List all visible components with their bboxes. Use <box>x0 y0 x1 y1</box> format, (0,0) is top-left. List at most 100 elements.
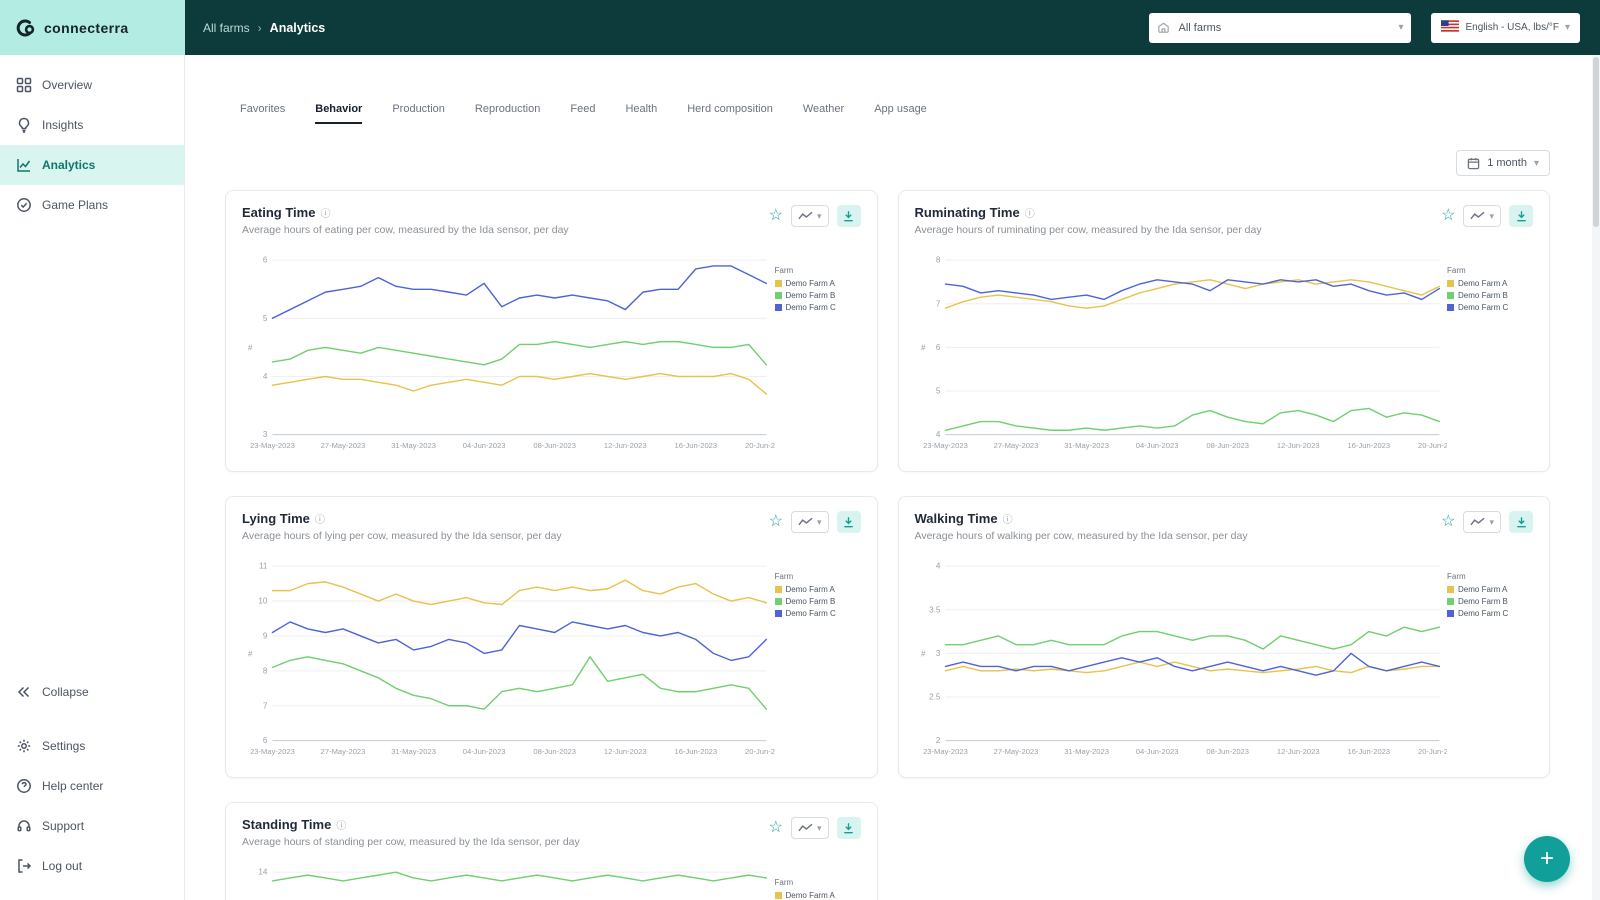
download-icon <box>842 516 855 529</box>
export-chart-button[interactable] <box>837 511 861 533</box>
svg-text:11: 11 <box>259 562 268 571</box>
svg-text:04-Jun-2023: 04-Jun-2023 <box>1135 441 1178 450</box>
svg-text:#: # <box>248 343 253 352</box>
svg-text:08-Jun-2023: 08-Jun-2023 <box>1206 441 1249 450</box>
line-chart-icon <box>798 823 813 833</box>
chart-title: Eating Time <box>242 205 315 220</box>
farm-selector[interactable]: All farms ▾ <box>1149 13 1411 43</box>
top-bar-main: All farms › Analytics All farms ▾ Englis… <box>185 0 1600 55</box>
sidebar-item-log-out[interactable]: Log out <box>0 846 184 886</box>
favorite-star-icon[interactable]: ☆ <box>1441 514 1455 530</box>
svg-text:04-Jun-2023: 04-Jun-2023 <box>1135 747 1178 756</box>
info-icon[interactable]: ⓘ <box>320 205 330 220</box>
legend-item[interactable]: Demo Farm C <box>1447 303 1533 312</box>
sidebar-item-settings[interactable]: Settings <box>0 726 184 766</box>
export-chart-button[interactable] <box>1509 511 1533 533</box>
sidebar-item-label: Help center <box>42 779 103 793</box>
favorite-star-icon[interactable]: ☆ <box>769 820 783 836</box>
period-value: 1 month <box>1487 157 1527 169</box>
info-icon[interactable]: ⓘ <box>315 511 325 526</box>
legend-swatch <box>1447 292 1454 299</box>
legend-item[interactable]: Demo Farm B <box>1447 291 1533 300</box>
headset-icon <box>16 818 32 834</box>
chart-card-ruminating-time: Ruminating Time ⓘ Average hours of rumin… <box>898 190 1551 472</box>
chart-type-dropdown[interactable]: ▾ <box>791 817 829 839</box>
svg-text:7: 7 <box>263 701 268 710</box>
favorite-star-icon[interactable]: ☆ <box>769 514 783 530</box>
legend-label: Demo Farm B <box>1458 291 1508 300</box>
legend-item[interactable]: Demo Farm A <box>1447 585 1533 594</box>
legend-item[interactable]: Demo Farm C <box>775 303 861 312</box>
breadcrumb-all-farms[interactable]: All farms <box>203 21 250 35</box>
svg-text:20-Jun-2023: 20-Jun-2023 <box>745 747 774 756</box>
info-icon[interactable]: ⓘ <box>1025 205 1035 220</box>
line-chart: 22.533.5423-May-202327-May-202331-May-20… <box>915 554 1448 769</box>
svg-text:3.5: 3.5 <box>929 605 941 614</box>
sidebar-item-support[interactable]: Support <box>0 806 184 846</box>
chart-type-dropdown[interactable]: ▾ <box>791 205 829 227</box>
legend-item[interactable]: Demo Farm A <box>775 891 861 900</box>
legend-item[interactable]: Demo Farm A <box>775 279 861 288</box>
sidebar-item-label: Collapse <box>42 685 89 699</box>
favorite-star-icon[interactable]: ☆ <box>769 208 783 224</box>
svg-text:23-May-2023: 23-May-2023 <box>923 747 968 756</box>
sidebar-item-help-center[interactable]: Help center <box>0 766 184 806</box>
chevron-down-icon: ▾ <box>817 517 822 528</box>
chart-legend: Farm Demo Farm A Demo Farm B Demo Farm C <box>775 248 861 315</box>
legend-swatch <box>775 304 782 311</box>
legend-item[interactable]: Demo Farm C <box>1447 609 1533 618</box>
tab-health[interactable]: Health <box>625 103 657 124</box>
svg-text:10: 10 <box>258 597 268 606</box>
legend-item[interactable]: Demo Farm B <box>775 291 861 300</box>
chart-type-dropdown[interactable]: ▾ <box>1463 205 1501 227</box>
tab-weather[interactable]: Weather <box>803 103 844 124</box>
svg-text:3: 3 <box>263 430 268 439</box>
language-selector[interactable]: English - USA, lbs/°F ▾ <box>1431 13 1580 43</box>
logo-block[interactable]: connecterra <box>0 0 185 55</box>
legend-item[interactable]: Demo Farm B <box>775 597 861 606</box>
svg-text:#: # <box>920 343 925 352</box>
export-chart-button[interactable] <box>1509 205 1533 227</box>
legend-label: Demo Farm A <box>786 279 835 288</box>
period-selector[interactable]: 1 month ▾ <box>1456 150 1550 176</box>
legend-swatch <box>775 598 782 605</box>
tab-production[interactable]: Production <box>392 103 445 124</box>
legend-swatch <box>1447 598 1454 605</box>
chart-type-dropdown[interactable]: ▾ <box>1463 511 1501 533</box>
tab-favorites[interactable]: Favorites <box>240 103 285 124</box>
legend-item[interactable]: Demo Farm C <box>775 609 861 618</box>
tab-herd-composition[interactable]: Herd composition <box>687 103 773 124</box>
tab-app-usage[interactable]: App usage <box>874 103 927 124</box>
add-chart-fab[interactable]: + <box>1524 836 1570 882</box>
lightbulb-icon <box>16 117 32 133</box>
sidebar-item-analytics[interactable]: Analytics <box>0 145 184 185</box>
legend-item[interactable]: Demo Farm B <box>1447 597 1533 606</box>
svg-text:27-May-2023: 27-May-2023 <box>321 441 366 450</box>
chart-card-eating-time: Eating Time ⓘ Average hours of eating pe… <box>225 190 878 472</box>
svg-text:27-May-2023: 27-May-2023 <box>993 747 1038 756</box>
top-bar: connecterra All farms › Analytics All fa… <box>0 0 1600 55</box>
sidebar-item-insights[interactable]: Insights <box>0 105 184 145</box>
info-icon[interactable]: ⓘ <box>336 817 346 832</box>
favorite-star-icon[interactable]: ☆ <box>1441 208 1455 224</box>
svg-text:16-Jun-2023: 16-Jun-2023 <box>674 747 717 756</box>
page-scrollbar[interactable] <box>1592 55 1600 900</box>
sidebar-item-game-plans[interactable]: Game Plans <box>0 185 184 225</box>
legend-item[interactable]: Demo Farm A <box>1447 279 1533 288</box>
chart-subtitle: Average hours of walking per cow, measur… <box>915 530 1248 542</box>
scrollbar-thumb[interactable] <box>1593 57 1599 227</box>
info-icon[interactable]: ⓘ <box>1003 511 1013 526</box>
legend-label: Demo Farm C <box>786 303 836 312</box>
chart-subtitle: Average hours of ruminating per cow, mea… <box>915 224 1262 236</box>
tab-behavior[interactable]: Behavior <box>315 103 362 124</box>
tab-reproduction[interactable]: Reproduction <box>475 103 540 124</box>
export-chart-button[interactable] <box>837 205 861 227</box>
legend-item[interactable]: Demo Farm A <box>775 585 861 594</box>
sidebar-item-overview[interactable]: Overview <box>0 65 184 105</box>
export-chart-button[interactable] <box>837 817 861 839</box>
legend-label: Demo Farm B <box>786 291 836 300</box>
sidebar-collapse-button[interactable]: Collapse <box>0 672 184 712</box>
chart-card-lying-time: Lying Time ⓘ Average hours of lying per … <box>225 496 878 778</box>
chart-type-dropdown[interactable]: ▾ <box>791 511 829 533</box>
tab-feed[interactable]: Feed <box>570 103 595 124</box>
